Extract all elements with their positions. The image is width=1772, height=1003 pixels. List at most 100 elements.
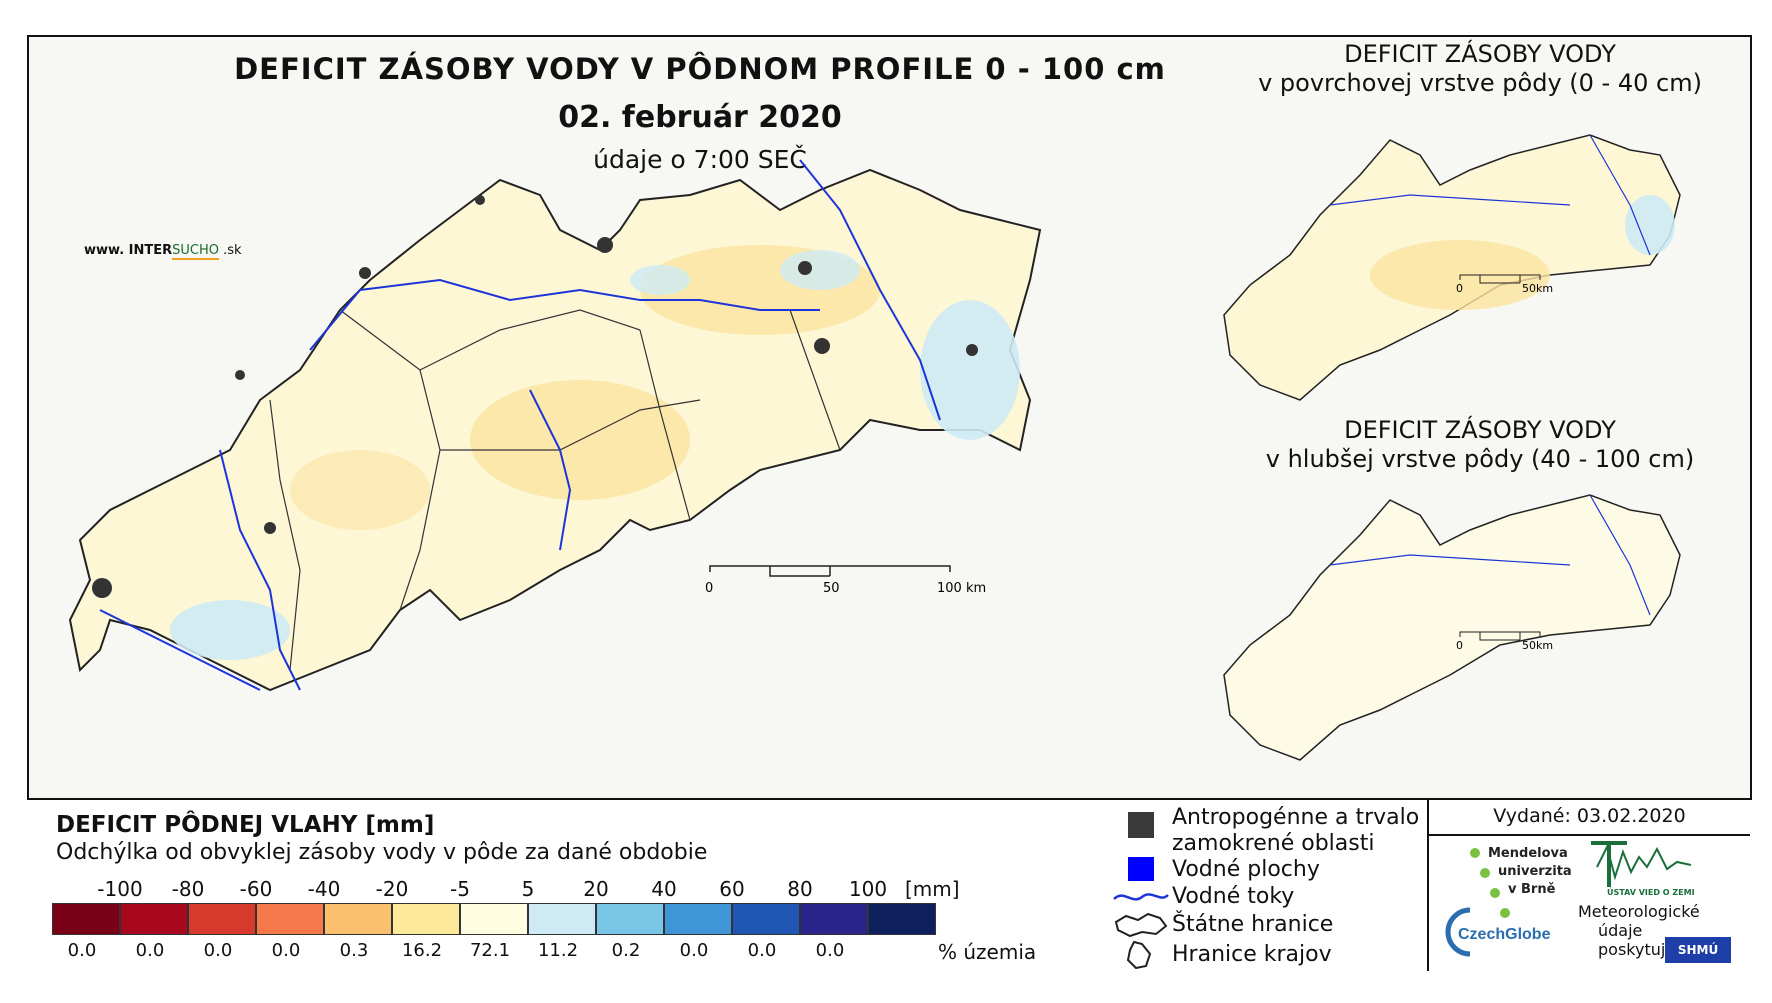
legend-percentage: 0.0 (203, 940, 233, 961)
legend-percent-label: % územia (938, 940, 1037, 964)
urban-areas (92, 195, 978, 598)
legend-break: 60 (719, 877, 745, 901)
legend-title: DEFICIT PÔDNEJ VLAHY [mm] (56, 812, 435, 838)
legend-percentage: 0.0 (815, 940, 845, 961)
mendel-text-1: Mendelova (1488, 846, 1568, 861)
river (99, 609, 261, 691)
mendel-dot (1480, 868, 1490, 878)
legend-percentage: 16.2 (401, 940, 443, 961)
river (799, 159, 941, 421)
legend-color-swatch (188, 903, 256, 935)
legend-color-swatch (664, 903, 732, 935)
main-map: 0 50 100 km (68, 159, 1042, 692)
mendel-dot (1470, 848, 1480, 858)
legend-color-swatch (528, 903, 596, 935)
scale-label-50: 50 (823, 581, 840, 596)
state-border-symbol (1114, 912, 1168, 938)
legend-break: 80 (787, 877, 813, 901)
rivers-label: Vodné toky (1172, 884, 1295, 909)
legend-break: 100 (848, 877, 888, 901)
river (1329, 494, 1651, 616)
meteo-line-1: Meteorologické (1578, 902, 1700, 921)
legend-percentage: 0.2 (611, 940, 641, 961)
inset-top-title-2: v povrchovej vrstve pôdy (0 - 40 cm) (1258, 69, 1702, 97)
legend-break: -20 (375, 877, 409, 901)
urban-area (92, 578, 112, 598)
legend-percentage: 0.0 (747, 940, 777, 961)
inset-bottom-scale-bar (1459, 631, 1541, 641)
issued-date: Vydané: 03.02.2020 (1429, 798, 1750, 836)
legend-color-swatch (392, 903, 460, 935)
legend-percentage: 0.0 (135, 940, 165, 961)
mendel-text-3: v Brně (1508, 882, 1556, 897)
inset-bottom-scale-0: 0 (1456, 639, 1463, 652)
legend-break: -5 (450, 877, 470, 901)
legend-break: 20 (583, 877, 609, 901)
urban-area (798, 261, 812, 275)
inset-top-title: DEFICIT ZÁSOBY VODY v povrchovej vrstve … (1240, 40, 1720, 98)
urban-area (359, 267, 371, 279)
deficit-patch (290, 450, 430, 530)
urban-area (475, 195, 485, 205)
legend-percentage: 11.2 (537, 940, 579, 961)
ustav-logo: ÚSTAV VIED O ZEMI (1591, 841, 1695, 897)
river (529, 389, 572, 551)
legend-break: -100 (97, 877, 143, 901)
legend-break: -80 (171, 877, 205, 901)
site-suffix: .sk (219, 243, 242, 258)
legend-color-swatch (52, 903, 120, 935)
urban-area (264, 522, 276, 534)
inset-bottom-map: 0 50km (1223, 494, 1681, 761)
legend-color-swatch (460, 903, 528, 935)
urban-area (966, 344, 978, 356)
legend-percentage: 0.3 (339, 940, 369, 961)
legend-percentage: 0.0 (271, 940, 301, 961)
inset-bottom-scale-50: 50km (1522, 639, 1553, 652)
urban-label-2: zamokrené oblasti (1172, 831, 1375, 856)
czechglobe-logo: CzechGlobe (1445, 907, 1551, 957)
surplus-patch (630, 265, 690, 295)
surplus-patch (1625, 195, 1675, 255)
scale-label-100: 100 km (937, 581, 986, 596)
water-body-symbol (1128, 857, 1154, 881)
website-link[interactable]: www. INTERSUCHO .sk (84, 243, 242, 260)
surplus-patch (920, 300, 1020, 440)
surplus-patch (780, 250, 860, 290)
legend-panel (27, 798, 1752, 973)
legend-break: 5 (521, 877, 535, 901)
map-time-note: údaje o 7:00 SEČ (593, 145, 807, 174)
urban-area (814, 338, 830, 354)
legend-percentage: 72.1 (469, 940, 511, 961)
legend-color-swatch (120, 903, 188, 935)
river (219, 449, 301, 691)
state-border-label: Štátne hranice (1172, 912, 1334, 937)
legend-color-swatch (596, 903, 664, 935)
surplus-patch (170, 600, 290, 660)
legend-percentage: 0.0 (67, 940, 97, 961)
legend-color-swatch (800, 903, 868, 935)
legend-color-swatch (256, 903, 324, 935)
river-symbol (1113, 893, 1169, 901)
inset-bottom-title-2: v hlubšej vrstve pôdy (40 - 100 cm) (1265, 445, 1695, 473)
mendel-text-2: univerzita (1498, 864, 1572, 879)
ustav-text: ÚSTAV VIED O ZEMI (1607, 886, 1695, 897)
mendel-logo: Mendelova univerzita v Brně (1470, 846, 1690, 956)
legend-break: 40 (651, 877, 677, 901)
meteo-label: Meteorologické údaje poskytuje: (1578, 902, 1700, 959)
site-prefix: www. INTER (84, 243, 173, 258)
urban-label: Antropogénne a trvalo zamokrené oblasti (1172, 805, 1419, 857)
inset-top-scale-0: 0 (1456, 282, 1463, 295)
legend-divider (1427, 798, 1429, 971)
legend-color-swatch (732, 903, 800, 935)
site-mid: SUCHO (172, 243, 219, 260)
mendel-dot (1500, 908, 1510, 918)
region-borders (269, 309, 841, 671)
czechglobe-text: CzechGlobe (1458, 926, 1551, 943)
legend-unit: [mm] (905, 877, 960, 901)
legend-subtitle: Odchýlka od obvyklej zásoby vody v pôde … (56, 840, 708, 865)
legend-break: -40 (307, 877, 341, 901)
mendel-dot (1490, 888, 1500, 898)
inset-top-title-1: DEFICIT ZÁSOBY VODY (1344, 40, 1616, 68)
region-border-label: Hranice krajov (1172, 942, 1332, 967)
meteo-line-3: poskytuje: (1598, 940, 1681, 959)
